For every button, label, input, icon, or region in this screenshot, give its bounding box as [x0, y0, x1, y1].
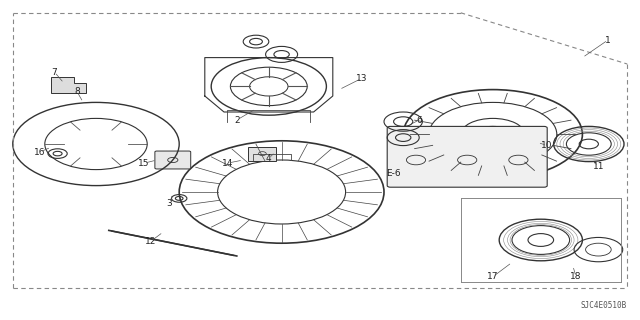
Text: 18: 18	[570, 272, 582, 281]
Text: 14: 14	[221, 159, 233, 168]
Text: SJC4E0510B: SJC4E0510B	[581, 301, 627, 310]
Text: 7: 7	[52, 68, 57, 76]
FancyBboxPatch shape	[155, 151, 191, 169]
FancyBboxPatch shape	[387, 126, 547, 187]
Text: 3: 3	[167, 199, 172, 208]
Text: 10: 10	[541, 141, 553, 150]
Text: 4: 4	[266, 154, 271, 163]
FancyBboxPatch shape	[248, 147, 276, 161]
Text: 13: 13	[356, 74, 367, 83]
Text: 11: 11	[593, 162, 604, 171]
Text: 12: 12	[145, 237, 156, 246]
Text: 16: 16	[34, 148, 45, 156]
Text: 17: 17	[487, 272, 499, 281]
Text: 1: 1	[605, 36, 611, 44]
Text: E-6: E-6	[387, 169, 401, 178]
Polygon shape	[51, 77, 86, 93]
Text: 15: 15	[138, 159, 150, 168]
Text: 8: 8	[74, 87, 79, 96]
Text: 6: 6	[417, 116, 422, 124]
Text: 2: 2	[234, 116, 239, 124]
